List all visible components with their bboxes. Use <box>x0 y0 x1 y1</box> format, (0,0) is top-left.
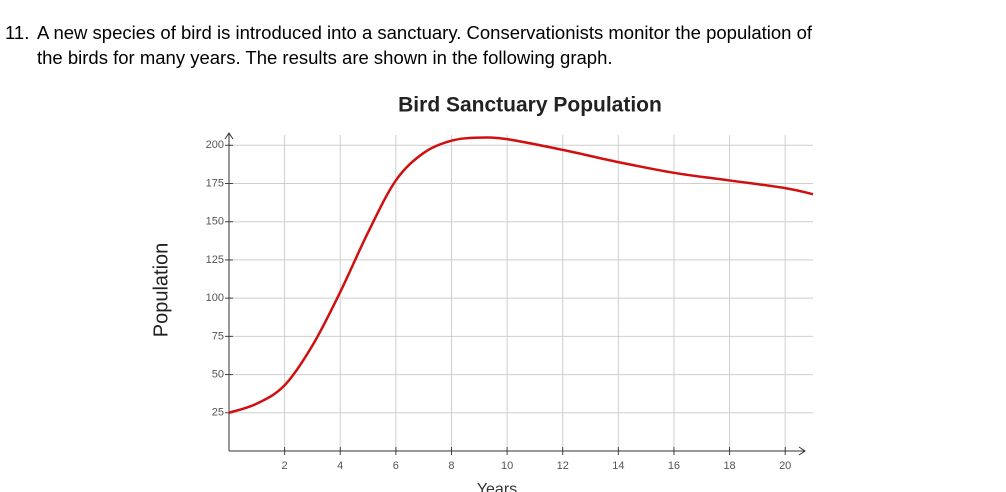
data-line <box>228 136 814 414</box>
y-tick-label: 200 <box>206 139 224 151</box>
x-tick-label: 16 <box>668 460 680 472</box>
y-tick-label: 150 <box>206 216 224 228</box>
x-tick-label: 6 <box>393 460 399 472</box>
y-tick-label: 50 <box>212 368 224 380</box>
y-tick-label: 125 <box>206 254 224 266</box>
question-number: 11. <box>5 22 30 43</box>
y-tick-label: 75 <box>212 330 224 342</box>
y-axis-arrow <box>224 132 234 140</box>
y-axis-label: Population <box>150 243 172 338</box>
chart-title: Bird Sanctuary Population <box>398 94 662 117</box>
y-tick-label: 25 <box>212 407 224 419</box>
x-tick-label: 10 <box>501 460 513 472</box>
x-axis-arrow <box>798 446 806 456</box>
y-tick-label: 100 <box>206 292 224 304</box>
x-tick-label: 2 <box>282 460 288 472</box>
y-tick-label: 175 <box>206 177 224 189</box>
x-tick-label: 18 <box>723 460 735 472</box>
x-tick-label: 12 <box>557 460 569 472</box>
x-axis-label: Years <box>477 481 517 492</box>
x-tick-label: 4 <box>337 460 343 472</box>
question-line: the birds for many years. The results ar… <box>37 47 613 68</box>
x-tick-label: 20 <box>779 460 791 472</box>
question-line: A new species of bird is introduced into… <box>37 22 813 43</box>
x-tick-label: 8 <box>448 460 454 472</box>
x-tick-label: 14 <box>612 460 624 472</box>
